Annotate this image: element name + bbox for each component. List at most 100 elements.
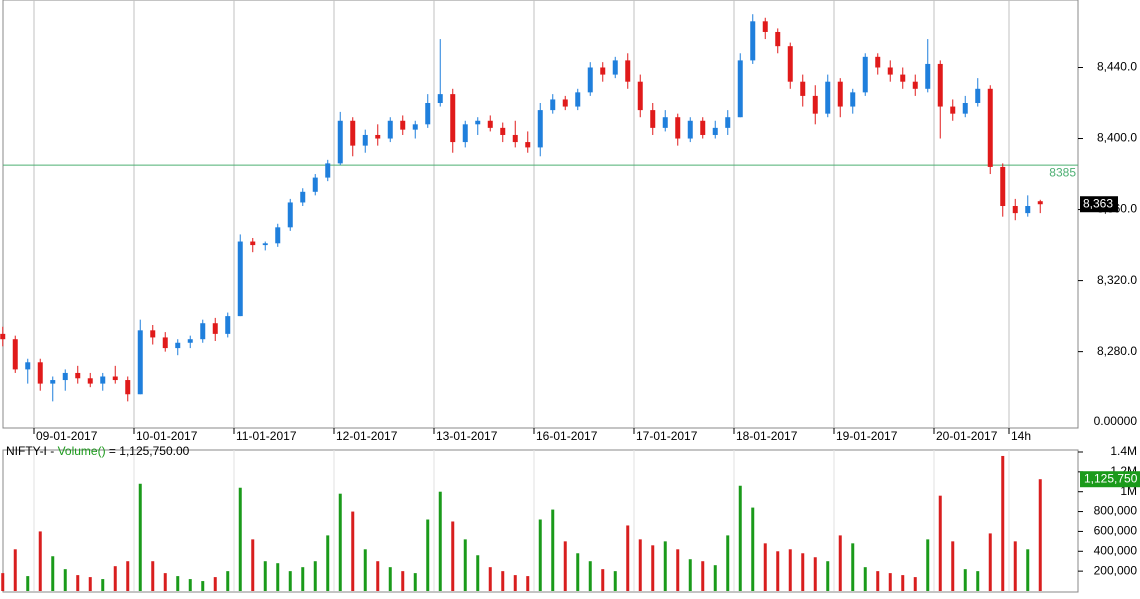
volume-bar [126, 561, 130, 591]
volume-bar [913, 577, 917, 591]
volume-bar [926, 539, 930, 591]
volume-bar [501, 571, 505, 591]
x-tick-label: 11-01-2017 [236, 429, 297, 443]
volume-bar [176, 576, 180, 591]
candle-body [900, 74, 906, 82]
volume-bar [363, 549, 367, 591]
volume-bar [413, 573, 417, 591]
volume-bar [88, 577, 92, 591]
volume-bar [838, 535, 842, 591]
y-tick-label: 8,440.0 [1097, 60, 1137, 74]
x-tick-label: 14h [1011, 429, 1031, 443]
volume-bar [813, 557, 817, 591]
last-volume-label: 1,125,750 [1084, 471, 1138, 485]
volume-bar [138, 483, 142, 591]
candle-body [1000, 166, 1006, 207]
candle-body [525, 142, 531, 148]
candle-body [425, 103, 431, 125]
candle-body [325, 163, 331, 178]
x-tick-label: 09-01-2017 [36, 429, 98, 443]
volume-bar [513, 575, 517, 591]
candle-body [725, 117, 731, 128]
candle-body [87, 378, 93, 384]
volume-bar [338, 493, 342, 591]
candle-body [575, 92, 581, 107]
candle-body [450, 94, 456, 143]
volume-bar [876, 571, 880, 591]
reference-label: 8385 [1049, 165, 1076, 179]
volume-bar [326, 535, 330, 591]
y-tick-label: 200,000 [1094, 563, 1138, 577]
x-tick-label: 20-01-2017 [936, 429, 998, 443]
volume-bar [226, 571, 230, 591]
candle-body [625, 60, 631, 82]
candle-body [262, 243, 268, 246]
volume-bar [751, 507, 755, 591]
y-tick-label: 8,320.0 [1097, 273, 1137, 287]
candle-body [225, 316, 231, 334]
last-price-label: 8,363 [1083, 196, 1113, 210]
x-tick-label: 17-01-2017 [636, 429, 698, 443]
candle-body [637, 81, 643, 111]
candle-body [962, 103, 968, 114]
candle-body [137, 330, 143, 395]
volume-bar [388, 567, 392, 591]
volume-bar [238, 487, 242, 591]
volume-bar [701, 561, 705, 591]
candle-body [750, 21, 756, 61]
candle-body [187, 339, 193, 343]
candle-body [475, 120, 481, 125]
candle-body [875, 56, 881, 68]
last-volume-box [1080, 471, 1140, 488]
candle-body [337, 120, 343, 164]
candle-body [50, 380, 56, 384]
candle-body [825, 81, 831, 114]
y-tick-label: 1M [1120, 484, 1137, 498]
volume-bar [188, 579, 192, 591]
candle-body [12, 339, 18, 370]
candle-body [537, 110, 543, 148]
volume-bar [63, 569, 67, 591]
volume-bar [463, 539, 467, 591]
candle-body [600, 67, 606, 75]
candle-body [550, 99, 556, 111]
volume-bar [376, 561, 380, 591]
candle-body [562, 99, 568, 107]
volume-bar [738, 485, 742, 591]
candle-body [387, 120, 393, 139]
candle-body [812, 95, 818, 114]
candle-body [175, 342, 181, 349]
candle-body [512, 134, 518, 143]
volume-bar [713, 565, 717, 591]
candle-body [975, 88, 981, 104]
candle-body [1025, 206, 1031, 214]
volume-bar [438, 491, 442, 591]
candle-body [287, 202, 293, 228]
volume-bar [938, 495, 942, 591]
volume-bar [951, 541, 955, 591]
volume-bar [963, 569, 967, 591]
y-tick-label: 800,000 [1094, 504, 1138, 518]
y-tick-label: 8,400.0 [1097, 131, 1137, 145]
volume-bar [588, 561, 592, 591]
volume-bar [351, 511, 355, 591]
candle-body [350, 120, 356, 146]
candle-body [1037, 201, 1043, 205]
volume-bar [676, 549, 680, 591]
volume-bar [113, 566, 117, 591]
volume-bar [38, 531, 42, 591]
title-part: Volume() [58, 444, 106, 458]
candle-body [687, 120, 693, 139]
x-tick-label: 10-01-2017 [136, 429, 198, 443]
volume-bar [101, 579, 105, 591]
candle-body [162, 337, 168, 349]
x-tick-label: 19-01-2017 [836, 429, 898, 443]
candle-body [62, 372, 68, 381]
volume-bar [776, 551, 780, 591]
volume-bar [488, 567, 492, 591]
candle-body [0, 333, 6, 340]
volume-bar [76, 575, 80, 591]
volume-bar [151, 561, 155, 591]
candle-body [437, 94, 443, 104]
candle-body [375, 134, 381, 139]
